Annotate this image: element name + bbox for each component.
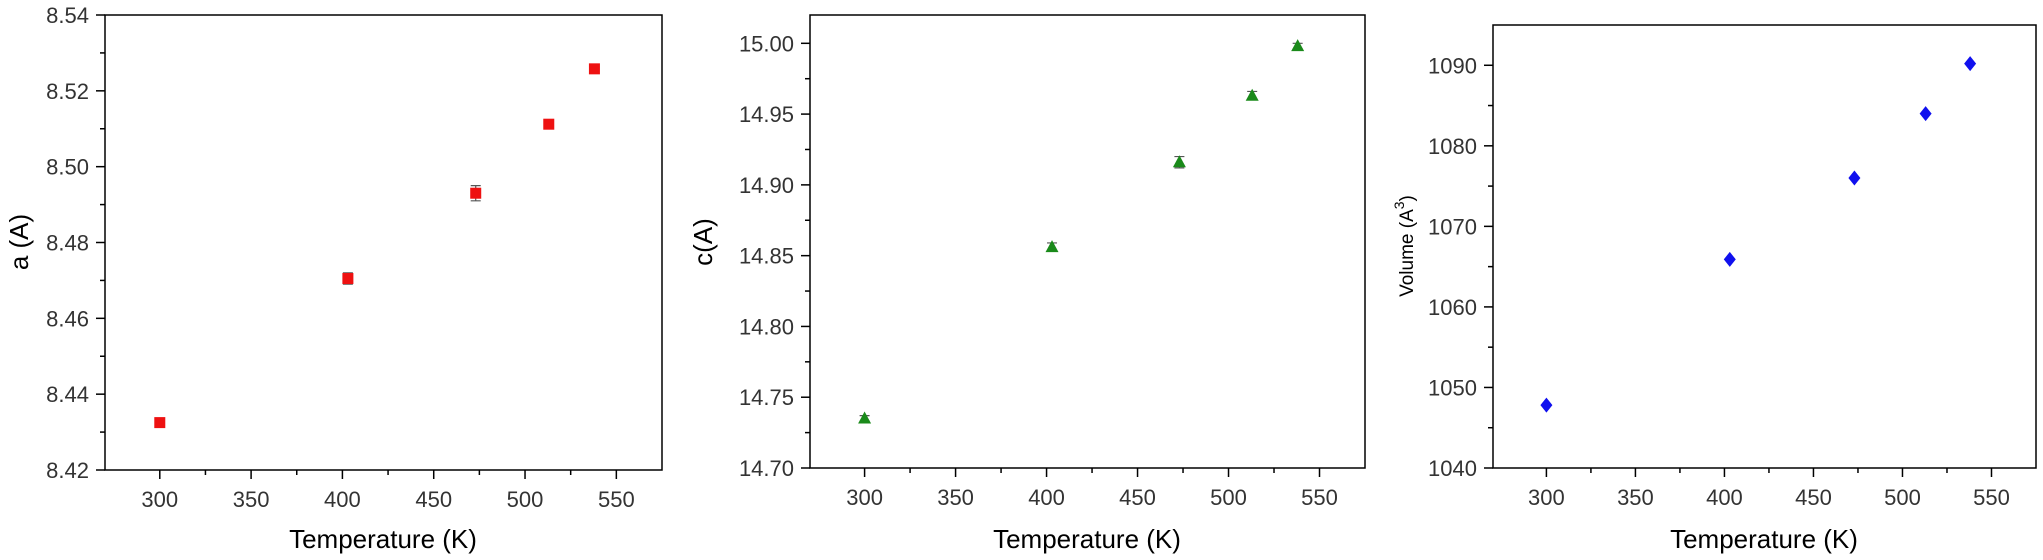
plot-frame <box>104 14 663 471</box>
data-point <box>342 273 354 285</box>
data-point <box>1045 240 1059 253</box>
y-tick-label: 8.42 <box>46 458 89 483</box>
x-tick-label: 450 <box>415 487 452 512</box>
y-tick-label: 15.00 <box>739 31 794 56</box>
panel-c-lattice: 300 350 400 450 500 550 14.7014.7514.8014.851… <box>688 14 1366 554</box>
x-tick-label: 450 <box>1795 485 1832 510</box>
y-tick-label: 14.70 <box>739 456 794 481</box>
x-tick-label: 550 <box>598 487 635 512</box>
x-tick-label: 300 <box>141 487 178 512</box>
x-tick-label: 400 <box>1706 485 1743 510</box>
y-tick-label: 1060 <box>1428 295 1477 320</box>
data-points <box>154 63 600 429</box>
x-tick-label: 400 <box>324 487 361 512</box>
y-tick-label: 8.46 <box>46 306 89 331</box>
data-point <box>154 417 166 429</box>
y-tick-label: 8.48 <box>46 231 89 256</box>
x-tick-label: 550 <box>1973 485 2010 510</box>
y-axis-title: a (A) <box>4 214 34 270</box>
y-axis-title: c(A) <box>688 218 718 266</box>
y-tick-label: 8.52 <box>46 79 89 104</box>
y-tick-label: 1040 <box>1428 456 1477 481</box>
x-axis-title: Temperature (K) <box>289 524 477 554</box>
panel-a-lattice: 300 350 400 450 500 550 8.428.448.468.488.508… <box>4 3 663 554</box>
y-tick-label: 14.75 <box>739 385 794 410</box>
x-axis-title: Temperature (K) <box>993 524 1181 554</box>
x-tick-label: 450 <box>1119 485 1156 510</box>
data-point <box>1919 106 1932 122</box>
panel-volume: 300 350 400 450 500 550 104010501060107010801… <box>1391 24 2037 554</box>
data-point <box>1172 155 1186 168</box>
x-tick-label: 400 <box>1028 485 1065 510</box>
data-point <box>1848 170 1861 186</box>
data-points <box>1540 56 1977 413</box>
y-axis: 14.70 14.75 14.80 14.85 14.90 14.95 15.00 <box>739 31 810 481</box>
y-axis-title-superscript: 3 <box>1391 201 1407 209</box>
x-axis-title: Temperature (K) <box>1670 524 1858 554</box>
data-point <box>858 411 872 424</box>
data-points <box>858 39 1305 424</box>
y-axis-title: Volume (A3) <box>1391 195 1418 297</box>
y-tick-label: 14.80 <box>739 314 794 339</box>
y-tick-label: 1090 <box>1428 53 1477 78</box>
x-tick-label: 350 <box>233 487 270 512</box>
y-axis: 8.42 8.44 8.46 8.48 8.50 8.52 8.54 <box>46 3 105 483</box>
y-tick-label: 1080 <box>1428 134 1477 159</box>
data-point <box>1291 39 1305 52</box>
y-tick-label: 14.95 <box>739 102 794 127</box>
x-axis: 300 350 400 450 500 550 <box>846 468 1338 510</box>
y-tick-label: 8.44 <box>46 382 89 407</box>
y-tick-label: 1070 <box>1428 214 1477 239</box>
data-point <box>1964 56 1977 72</box>
data-point <box>588 63 600 75</box>
y-axis: 1040 1050 1060 1070 1080 1090 <box>1428 53 1493 481</box>
x-axis: 300 350 400 450 500 550 <box>1528 468 2010 510</box>
x-tick-label: 550 <box>1301 485 1338 510</box>
data-point <box>543 118 555 130</box>
x-axis: 300 350 400 450 500 550 <box>141 470 635 512</box>
x-tick-label: 300 <box>846 485 883 510</box>
y-tick-label: 1050 <box>1428 375 1477 400</box>
x-tick-label: 350 <box>1617 485 1654 510</box>
x-tick-label: 500 <box>507 487 544 512</box>
x-tick-label: 500 <box>1210 485 1247 510</box>
plot-frame <box>1492 24 2037 469</box>
data-point <box>470 187 482 199</box>
y-tick-label: 8.50 <box>46 155 89 180</box>
data-point <box>1245 88 1259 101</box>
x-tick-label: 300 <box>1528 485 1565 510</box>
data-point <box>1723 251 1736 267</box>
y-tick-label: 14.85 <box>739 244 794 269</box>
x-tick-label: 500 <box>1884 485 1921 510</box>
x-tick-label: 350 <box>937 485 974 510</box>
y-tick-label: 14.90 <box>739 173 794 198</box>
data-point <box>1540 397 1553 413</box>
plot-frame <box>809 14 1366 469</box>
y-tick-label: 8.54 <box>46 3 89 28</box>
